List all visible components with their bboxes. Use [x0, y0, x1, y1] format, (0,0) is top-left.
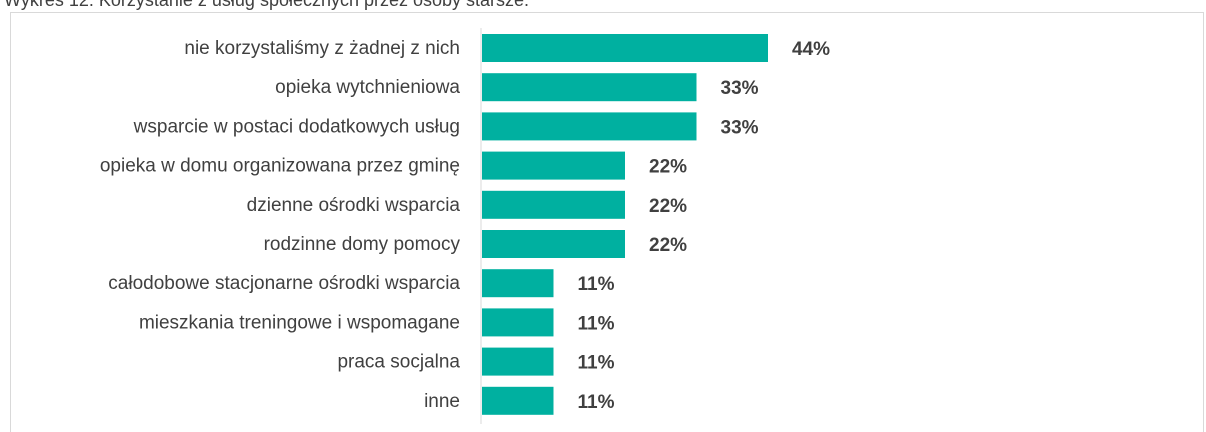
data-label: 44%: [792, 39, 830, 60]
category-label: praca socjalna: [337, 352, 460, 373]
bar: [482, 386, 554, 415]
data-label: 33%: [721, 78, 759, 99]
bar: [482, 230, 625, 258]
category-label: inne: [424, 391, 460, 412]
category-label: wsparcie w postaci dodatkowych usług: [133, 116, 460, 137]
data-label: 33%: [721, 117, 759, 138]
bar: [482, 112, 697, 141]
data-label: 22%: [649, 196, 687, 217]
data-label: 22%: [649, 157, 687, 178]
bars-group: nie korzystaliśmy z żadnej z nich 44% opie…: [100, 34, 830, 415]
category-label: nie korzystaliśmy z żadnej z nich: [184, 38, 460, 59]
bar: [482, 151, 625, 180]
data-label: 11%: [578, 313, 615, 334]
category-label: opieka w domu organizowana przez gminę: [100, 156, 460, 177]
data-label: 11%: [578, 392, 615, 413]
category-label: opieka wytchnieniowa: [275, 77, 460, 98]
bar: [482, 269, 554, 298]
bar: [482, 347, 554, 376]
bar: [482, 190, 625, 219]
bar: [482, 308, 554, 337]
category-label: mieszkania treningowe i wspomagane: [139, 312, 460, 333]
data-label: 11%: [578, 353, 615, 374]
category-label: całodobowe stacjonarne ośrodki wsparcia: [108, 273, 460, 294]
data-label: 22%: [649, 235, 687, 256]
chart-title: Wykres 12. Korzystanie z usług społeczny…: [4, 0, 530, 10]
category-label: dzienne ośrodki wsparcia: [247, 195, 461, 216]
chart-frame: [10, 12, 1204, 432]
bar: [482, 34, 768, 62]
data-label: 11%: [578, 274, 615, 295]
category-label: rodzinne domy pomocy: [264, 234, 461, 255]
bar: [482, 73, 697, 102]
